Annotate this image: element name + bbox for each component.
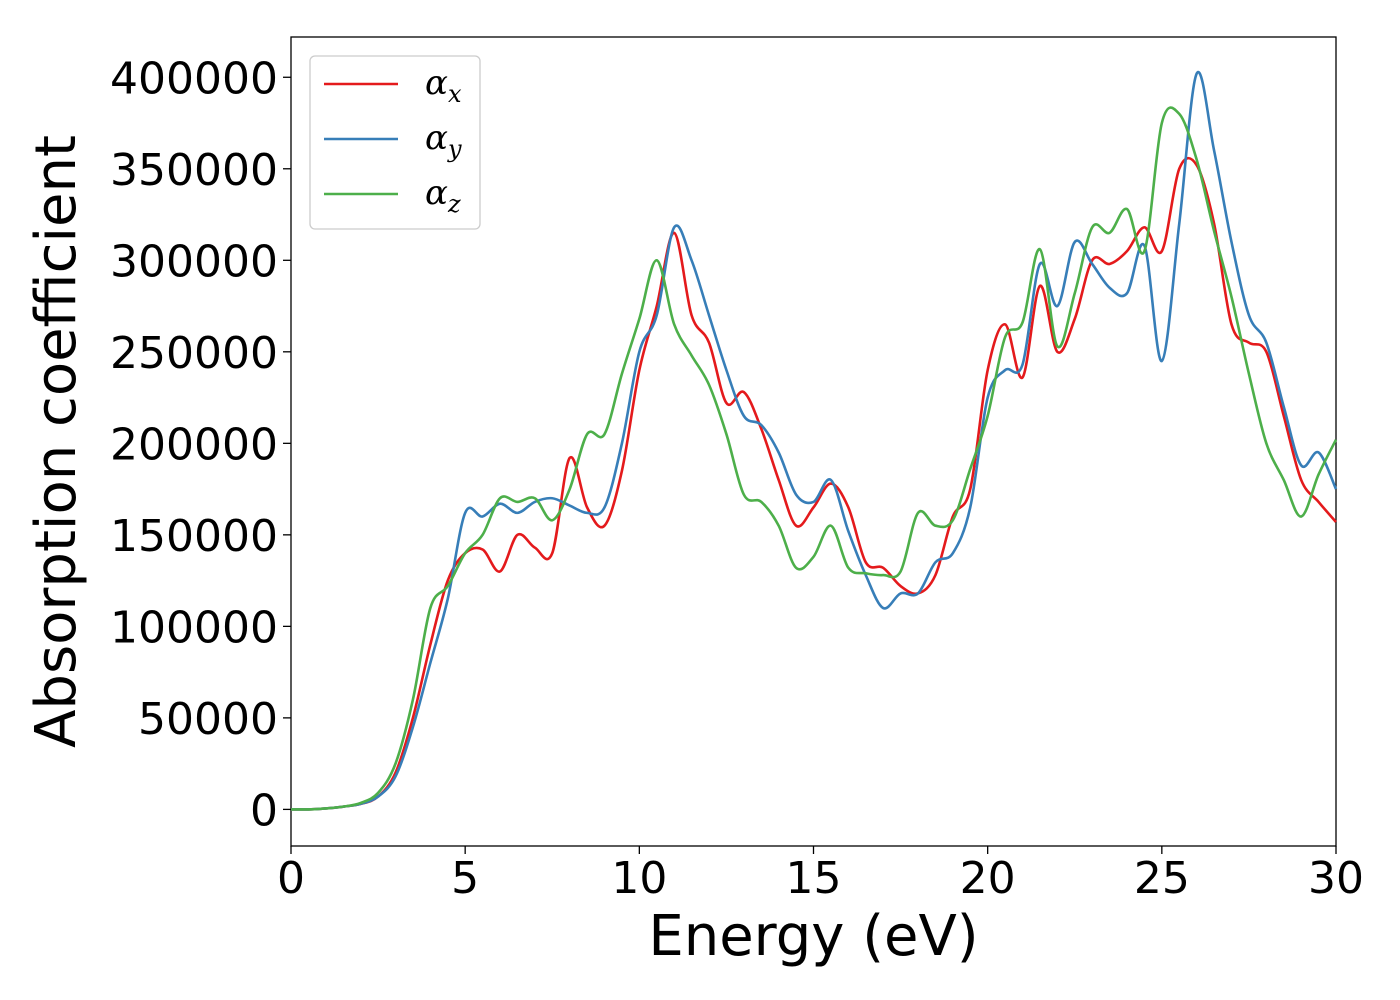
series-line-z	[290, 106, 1338, 811]
y-axis-ticks: 0 50000 100000 150000 200000 250000 300000 3500…	[110, 53, 291, 836]
y-tick-label: 50000	[138, 694, 278, 745]
y-tick-label: 250000	[110, 328, 278, 379]
y-tick-label: 150000	[110, 511, 278, 562]
y-tick-label: 100000	[110, 602, 278, 653]
x-tick-label: 5	[451, 853, 479, 904]
y-tick-label: 200000	[110, 419, 278, 470]
x-tick-label: 20	[960, 853, 1016, 904]
y-axis-title: Absorption coefficient	[24, 135, 89, 748]
x-tick-label: 0	[277, 853, 305, 904]
x-tick-label: 15	[786, 853, 842, 904]
x-tick-label: 10	[611, 853, 667, 904]
legend-label-y: αy	[425, 118, 462, 163]
y-tick-label: 400000	[110, 53, 278, 104]
series-lines	[290, 70, 1338, 811]
series-line-y	[290, 70, 1338, 811]
x-tick-label: 25	[1134, 853, 1190, 904]
y-tick-label: 0	[250, 785, 278, 836]
y-tick-label: 300000	[110, 236, 278, 287]
y-tick-label: 350000	[110, 145, 278, 196]
x-axis-title: Energy (eV)	[648, 904, 978, 969]
x-axis-ticks: 0 5 10 15 20 25 30	[277, 846, 1364, 904]
x-tick-label: 30	[1308, 853, 1364, 904]
legend-frame	[309, 55, 481, 230]
